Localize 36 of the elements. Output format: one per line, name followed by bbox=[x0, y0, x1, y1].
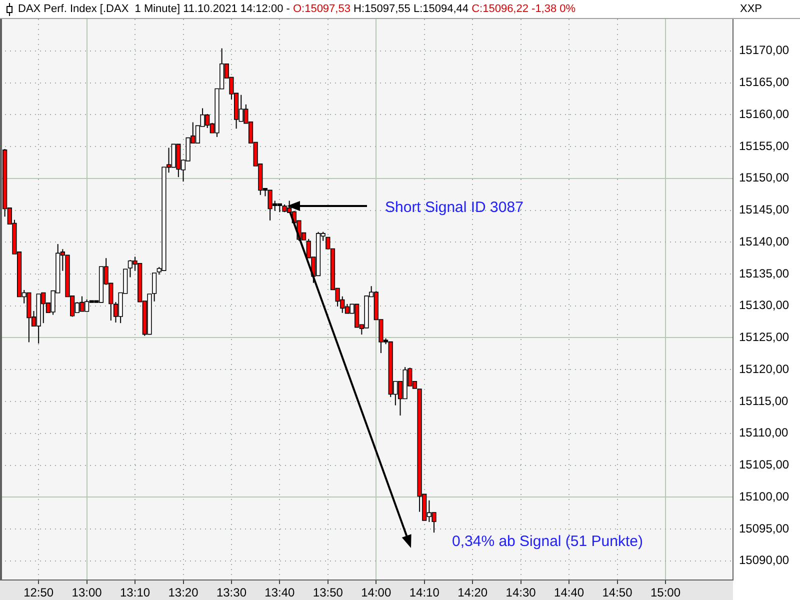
y-tick-label: 15100,00 bbox=[739, 489, 790, 504]
y-tick-label: 15090,00 bbox=[739, 553, 790, 568]
x-tick-label: 14:10 bbox=[409, 586, 440, 600]
y-tick-label: 15160,00 bbox=[739, 106, 790, 121]
x-tick-label: 13:10 bbox=[120, 586, 150, 600]
x-tick-label: 14:50 bbox=[602, 586, 633, 600]
y-tick-label: 15145,00 bbox=[739, 202, 790, 217]
x-tick-label: 13:40 bbox=[264, 586, 296, 600]
x-tick-label: 14:00 bbox=[361, 586, 392, 600]
x-tick-label: 12:50 bbox=[24, 586, 54, 600]
y-tick-label: 15095,00 bbox=[739, 521, 790, 536]
y-tick-label: 15105,00 bbox=[739, 458, 790, 472]
y-tick-label: 15155,00 bbox=[739, 138, 790, 153]
y-tick-label: 15130,00 bbox=[739, 298, 790, 312]
x-tick-label: 13:30 bbox=[216, 586, 247, 600]
annotation: 0,34% ab Signal (51 Punkte) bbox=[452, 533, 643, 550]
y-tick-label: 15170,00 bbox=[739, 43, 790, 58]
annotation: Short Signal ID 3087 bbox=[385, 199, 524, 216]
x-tick-label: 15:00 bbox=[650, 586, 681, 600]
y-tick-label: 15110,00 bbox=[739, 426, 788, 440]
x-tick-label: 13:50 bbox=[312, 586, 344, 600]
x-tick-label: 14:30 bbox=[506, 586, 536, 600]
chart-subtitle: O:15097,53 H:15097,55 L:15094,44 C:15096,22 -1,38 0% bbox=[292, 3, 576, 15]
y-tick-label: 15115,00 bbox=[739, 394, 788, 408]
x-tick-label: 14:20 bbox=[458, 586, 488, 600]
y-tick-label: 15125,00 bbox=[739, 330, 790, 344]
x-tick-label: 13:00 bbox=[72, 586, 102, 600]
y-axis-title: XXP bbox=[740, 2, 762, 17]
y-tick-label: 15135,00 bbox=[739, 266, 790, 280]
y-tick-label: 15150,00 bbox=[739, 170, 790, 185]
x-tick-label: 14:40 bbox=[554, 586, 584, 600]
y-tick-label: 15165,00 bbox=[739, 75, 790, 90]
y-tick-label: 15120,00 bbox=[739, 362, 790, 376]
y-tick-label: 15140,00 bbox=[739, 234, 790, 248]
chart-title: DAX Perf. Index [.DAX 1 Minute] 11.10.2021 14:12:00 - bbox=[18, 3, 291, 15]
x-tick-label: 13:20 bbox=[168, 586, 199, 600]
